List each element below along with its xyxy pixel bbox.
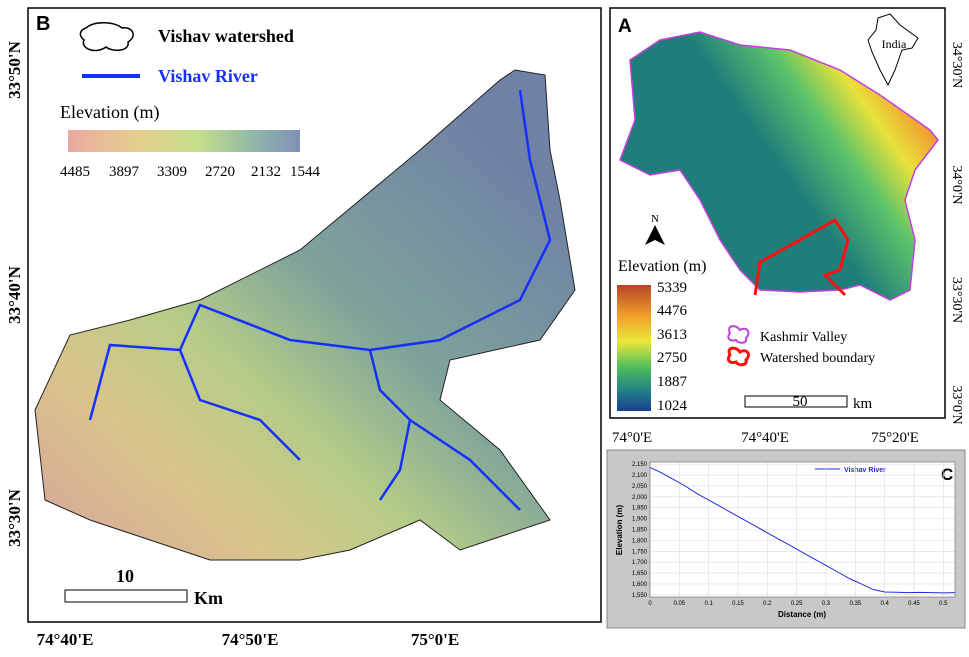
scale-bar bbox=[744, 395, 848, 408]
legend-watershed-icon bbox=[726, 346, 750, 367]
lon-label: 75°20'E bbox=[871, 430, 919, 446]
lat-label: 33°30'N bbox=[5, 488, 24, 547]
panel-b: B Vishav watershed Vishav River Elevatio… bbox=[5, 7, 602, 649]
lat-label: 34°30'N bbox=[949, 42, 964, 88]
y-tick-label: 1,550 bbox=[632, 593, 648, 599]
north-arrow bbox=[645, 225, 665, 245]
panel-label: B bbox=[36, 13, 50, 35]
lat-label: 33°0'N bbox=[949, 385, 964, 424]
legend-label: Vishav River bbox=[844, 467, 886, 474]
colorbar-tick: 2720 bbox=[205, 164, 235, 180]
x-tick-label: 0.4 bbox=[880, 601, 889, 607]
scale-value: 50 bbox=[793, 394, 808, 410]
elevation-title: Elevation (m) bbox=[618, 258, 706, 275]
y-tick-label: 1,650 bbox=[632, 571, 648, 577]
river bbox=[88, 89, 552, 511]
y-tick-label: 1,900 bbox=[632, 517, 648, 523]
kashmir-valley bbox=[619, 31, 939, 301]
north-label: N bbox=[651, 213, 659, 225]
scale-unit: km bbox=[853, 396, 873, 412]
y-tick-label: 1,600 bbox=[632, 582, 648, 588]
y-tick-label: 2,150 bbox=[632, 462, 648, 468]
x-tick-label: 0.5 bbox=[939, 601, 948, 607]
inset-label: India bbox=[882, 37, 907, 51]
colorbar bbox=[617, 285, 651, 411]
scale-unit: Km bbox=[194, 588, 223, 608]
x-axis-label: Distance (m) bbox=[778, 610, 826, 619]
panel-a: A India N Elevation (m) 5339 4476 3613 2… bbox=[609, 7, 964, 446]
x-tick-label: 0.45 bbox=[908, 601, 920, 607]
x-tick-label: 0.05 bbox=[673, 601, 685, 607]
lon-label: 74°50'E bbox=[222, 630, 279, 649]
y-tick-label: 1,850 bbox=[632, 528, 648, 534]
legend-valley-icon bbox=[727, 325, 750, 344]
y-tick-label: 2,000 bbox=[632, 495, 648, 501]
panel-label: C bbox=[941, 465, 953, 484]
colorbar-tick: 4476 bbox=[657, 303, 688, 319]
lon-label: 74°40'E bbox=[37, 630, 94, 649]
scale-bar bbox=[64, 589, 188, 603]
legend-watershed: Vishav watershed bbox=[158, 26, 294, 46]
x-tick-label: 0.1 bbox=[704, 601, 713, 607]
y-tick-label: 1,700 bbox=[632, 560, 648, 566]
colorbar-tick: 5339 bbox=[657, 280, 687, 296]
lat-label: 34°0'N bbox=[949, 165, 964, 204]
legend-watershed: Watershed boundary bbox=[760, 351, 875, 366]
x-tick-label: 0.25 bbox=[791, 601, 803, 607]
y-tick-label: 1,800 bbox=[632, 538, 648, 544]
y-tick-label: 2,100 bbox=[632, 473, 648, 479]
x-tick-label: 0.35 bbox=[849, 601, 861, 607]
watershed bbox=[34, 69, 576, 561]
colorbar-tick: 1544 bbox=[290, 164, 321, 180]
colorbar-tick: 2132 bbox=[251, 164, 281, 180]
colorbar-tick: 4485 bbox=[60, 164, 90, 180]
y-tick-label: 1,950 bbox=[632, 506, 648, 512]
legend-valley: Kashmir Valley bbox=[760, 330, 847, 345]
colorbar-tick: 2750 bbox=[657, 350, 687, 366]
lat-label: 33°30'N bbox=[949, 277, 964, 323]
lon-label: 74°0'E bbox=[612, 430, 652, 446]
colorbar bbox=[68, 130, 300, 152]
profile-line bbox=[649, 466, 956, 594]
colorbar-tick: 3309 bbox=[157, 164, 187, 180]
x-tick-label: 0.3 bbox=[822, 601, 831, 607]
legend-watershed-icon bbox=[79, 22, 134, 52]
lat-label: 33°40'N bbox=[5, 265, 24, 324]
legend-river: Vishav River bbox=[158, 66, 258, 86]
india-inset bbox=[867, 13, 919, 87]
lon-label: 74°40'E bbox=[741, 430, 789, 446]
elevation-title: Elevation (m) bbox=[60, 102, 159, 123]
y-tick-label: 1,750 bbox=[632, 549, 648, 555]
x-tick-label: 0.15 bbox=[732, 601, 744, 607]
watershed-boundary bbox=[753, 217, 850, 297]
panel-c: C Vishav River Distance (m) Elevation (m… bbox=[606, 449, 966, 629]
colorbar-tick: 3897 bbox=[109, 164, 140, 180]
colorbar-tick: 3613 bbox=[657, 327, 687, 343]
lon-label: 75°0'E bbox=[411, 630, 459, 649]
x-tick-label: 0.2 bbox=[763, 601, 772, 607]
scale-value: 10 bbox=[116, 566, 134, 586]
colorbar-tick: 1024 bbox=[657, 398, 688, 414]
colorbar-tick: 1887 bbox=[657, 374, 688, 390]
axes-box bbox=[649, 461, 956, 598]
y-axis-label: Elevation (m) bbox=[615, 505, 624, 556]
lat-label: 33°50'N bbox=[5, 40, 24, 99]
x-tick-label: 0 bbox=[648, 601, 652, 607]
panel-label: A bbox=[618, 16, 632, 37]
y-tick-label: 2,050 bbox=[632, 484, 648, 490]
